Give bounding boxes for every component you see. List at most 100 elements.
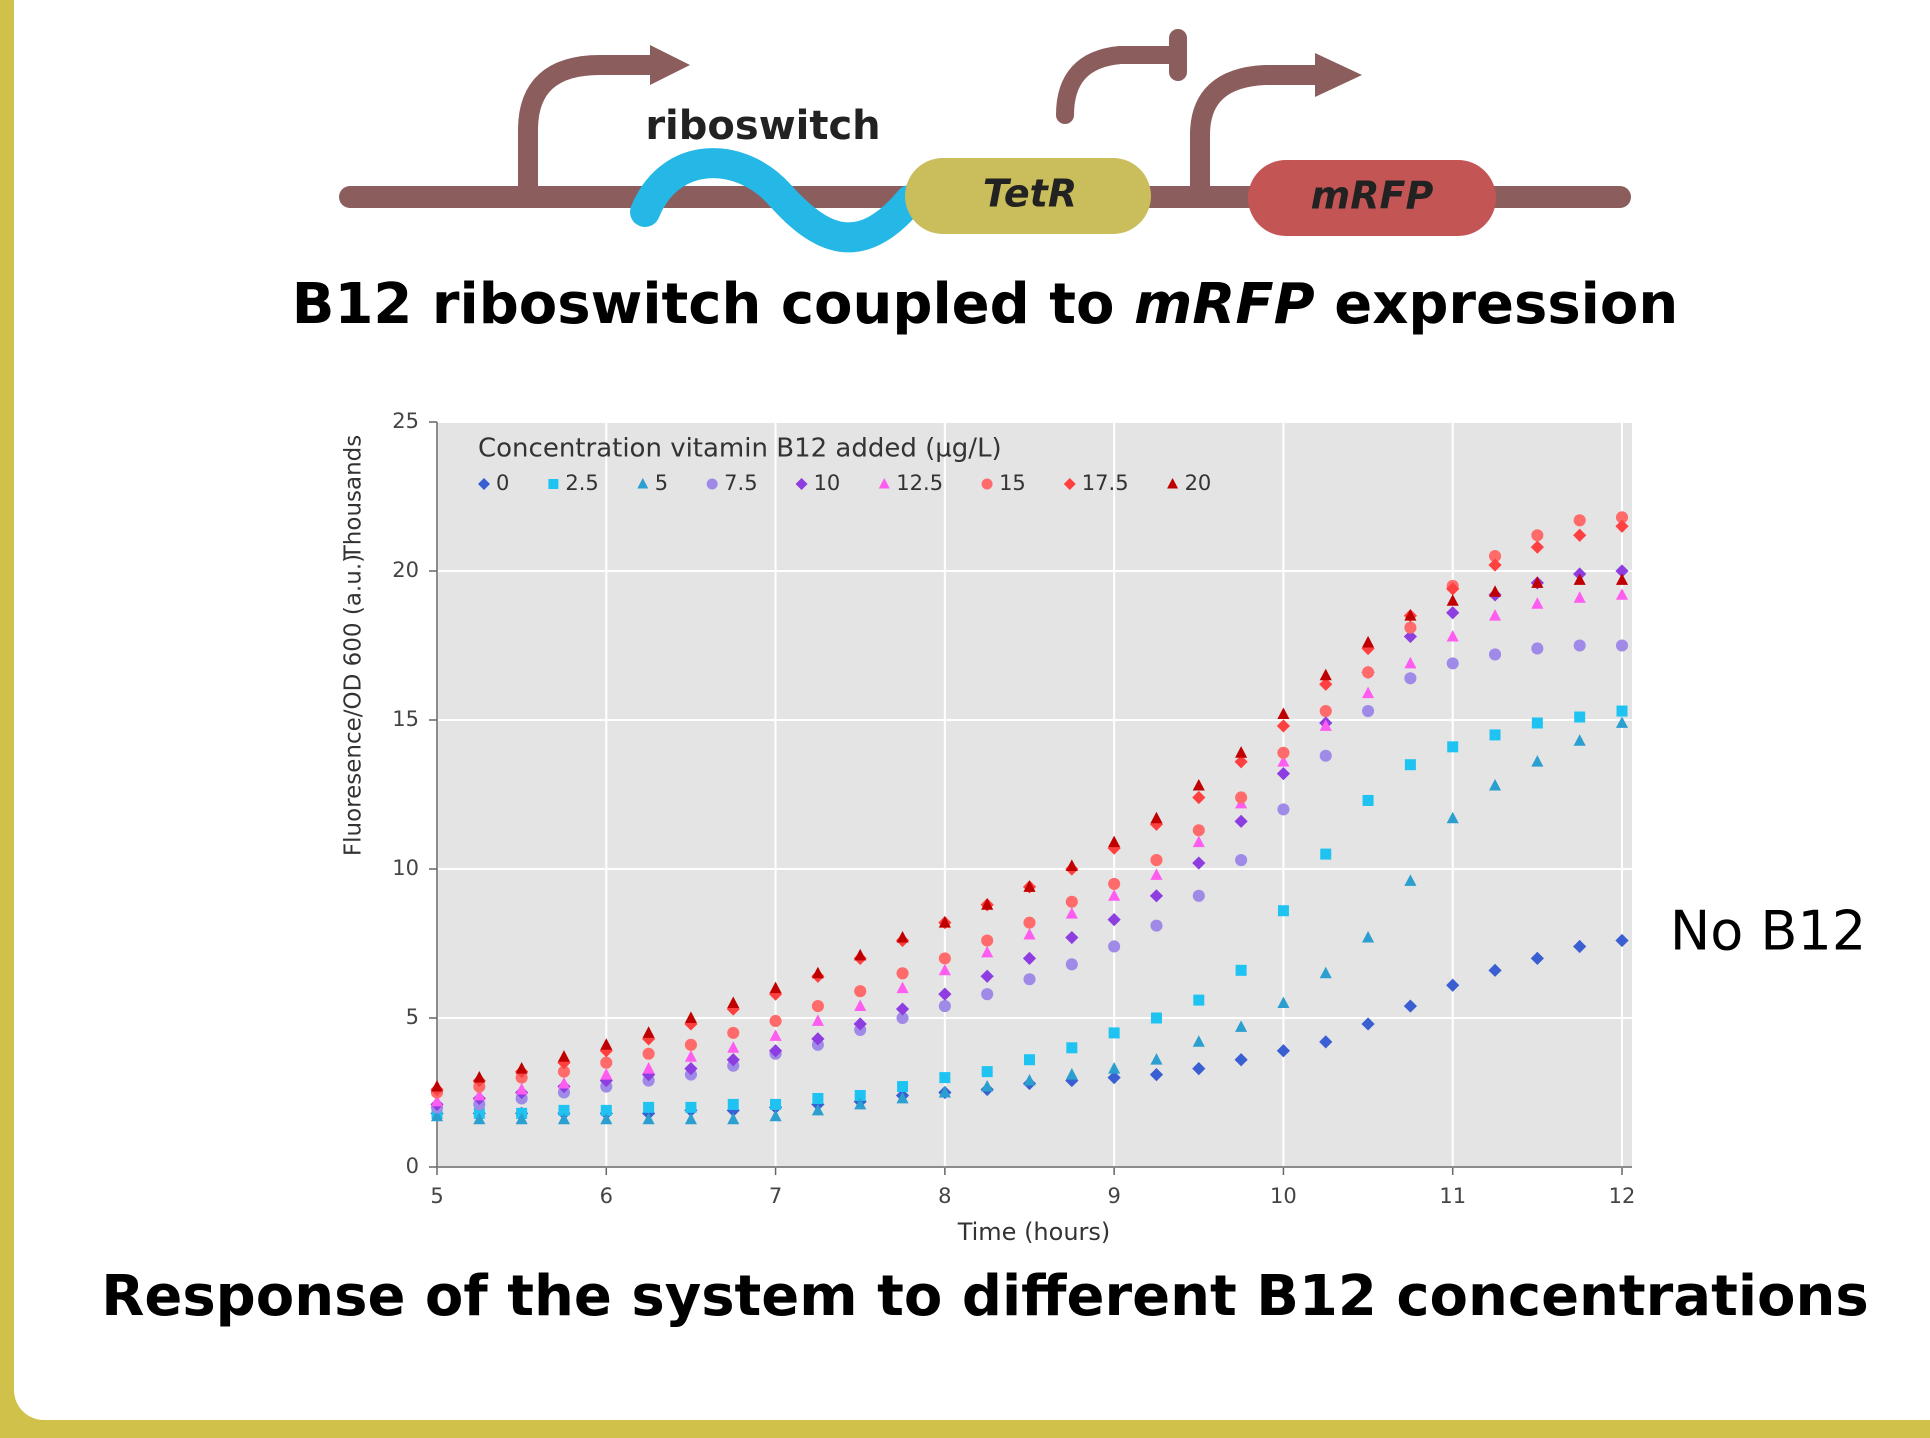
data-point bbox=[1065, 1068, 1078, 1080]
data-point bbox=[600, 1068, 613, 1080]
y-axis-label: Fluoresence/OD 600 (a.u.) bbox=[341, 554, 367, 856]
promoter-arrow bbox=[518, 55, 665, 200]
data-point bbox=[1362, 686, 1375, 699]
data-point bbox=[896, 1091, 909, 1104]
data-point bbox=[1615, 511, 1629, 524]
data-point bbox=[684, 1112, 697, 1125]
data-point bbox=[981, 945, 994, 958]
data-point bbox=[1107, 913, 1121, 927]
data-point bbox=[896, 967, 909, 980]
data-point bbox=[1488, 585, 1502, 597]
data-point bbox=[1488, 609, 1502, 621]
data-point bbox=[1107, 841, 1121, 855]
legend-label: 7.5 bbox=[724, 471, 757, 495]
promoter-arrowhead bbox=[650, 45, 690, 85]
data-point bbox=[515, 1112, 528, 1125]
data-point bbox=[1277, 755, 1290, 767]
data-point bbox=[1065, 958, 1078, 971]
data-point bbox=[1404, 656, 1417, 669]
caption-part: expression bbox=[1315, 272, 1678, 337]
data-point bbox=[1488, 550, 1502, 563]
data-point bbox=[642, 1026, 655, 1038]
data-point bbox=[684, 1038, 697, 1051]
data-point bbox=[1531, 529, 1544, 542]
legend-marker bbox=[548, 479, 559, 489]
x-axis-label: Time (hours) bbox=[957, 1218, 1111, 1246]
data-point bbox=[939, 1072, 951, 1084]
data-point bbox=[726, 1053, 740, 1067]
data-point bbox=[981, 988, 994, 1001]
x-tick-label: 11 bbox=[1439, 1184, 1466, 1208]
data-point bbox=[1023, 916, 1036, 929]
data-point bbox=[1023, 927, 1036, 940]
data-point bbox=[1023, 1073, 1036, 1086]
data-point bbox=[727, 1112, 740, 1125]
data-point bbox=[938, 1000, 951, 1013]
data-point bbox=[896, 981, 909, 994]
data-point bbox=[685, 1101, 697, 1113]
data-point bbox=[515, 1082, 528, 1095]
data-point bbox=[1319, 1035, 1333, 1049]
data-point bbox=[1234, 1053, 1248, 1067]
data-point bbox=[1234, 814, 1248, 828]
data-point bbox=[430, 1079, 444, 1092]
y-axis-unit: Thousands bbox=[341, 435, 367, 561]
data-point bbox=[854, 948, 867, 961]
data-point bbox=[1235, 854, 1248, 867]
data-point bbox=[1276, 767, 1291, 781]
data-point bbox=[1107, 1071, 1121, 1085]
data-point bbox=[811, 1014, 824, 1026]
x-tick-label: 7 bbox=[769, 1184, 782, 1208]
data-point bbox=[1108, 835, 1121, 848]
data-point bbox=[642, 1062, 655, 1074]
data-point bbox=[1616, 705, 1628, 717]
data-point bbox=[1276, 1044, 1291, 1058]
data-point bbox=[430, 1094, 444, 1107]
y-tick-label: 0 bbox=[406, 1154, 419, 1178]
legend-label: 2.5 bbox=[565, 471, 598, 495]
data-point bbox=[938, 963, 951, 976]
data-point bbox=[1022, 951, 1037, 965]
diagram-caption: B12 riboswitch coupled to mRFP expressio… bbox=[292, 272, 1678, 337]
data-point bbox=[897, 1081, 909, 1093]
x-tick-label: 10 bbox=[1270, 1184, 1297, 1208]
data-point bbox=[1065, 895, 1078, 908]
data-point bbox=[1192, 889, 1205, 902]
data-point bbox=[1404, 621, 1417, 634]
data-point bbox=[1489, 729, 1501, 741]
data-point bbox=[1573, 639, 1586, 652]
caption-part: B12 riboswitch coupled to bbox=[292, 272, 1134, 337]
data-point bbox=[1192, 835, 1205, 848]
data-point bbox=[643, 1101, 655, 1113]
data-point bbox=[1150, 1053, 1163, 1065]
legend-label: 15 bbox=[999, 471, 1026, 495]
legend-marker bbox=[981, 478, 993, 490]
y-tick-label: 10 bbox=[392, 856, 419, 880]
data-point bbox=[853, 1017, 867, 1031]
data-point bbox=[600, 1104, 612, 1116]
data-point bbox=[1150, 1012, 1162, 1024]
data-point bbox=[1446, 582, 1460, 596]
data-point bbox=[938, 987, 952, 1001]
data-point bbox=[727, 1041, 740, 1053]
data-point bbox=[1615, 564, 1629, 578]
construct-diagram bbox=[339, 29, 1631, 253]
data-point bbox=[938, 952, 951, 965]
data-point bbox=[473, 1071, 486, 1083]
x-tick-label: 9 bbox=[1107, 1184, 1120, 1208]
data-point bbox=[896, 1011, 909, 1025]
data-point bbox=[1573, 528, 1587, 542]
data-point bbox=[811, 1103, 824, 1116]
data-point bbox=[854, 985, 867, 998]
data-point bbox=[1488, 963, 1502, 977]
data-point bbox=[854, 1089, 866, 1101]
data-point bbox=[1446, 629, 1459, 642]
data-point bbox=[1108, 877, 1121, 890]
data-point bbox=[557, 1050, 571, 1062]
tetr-label: TetR bbox=[983, 172, 1077, 216]
data-point bbox=[1277, 996, 1290, 1009]
data-point bbox=[600, 1056, 613, 1069]
data-point bbox=[1150, 811, 1163, 824]
plot-area bbox=[437, 422, 1632, 1167]
data-point bbox=[770, 1098, 782, 1110]
